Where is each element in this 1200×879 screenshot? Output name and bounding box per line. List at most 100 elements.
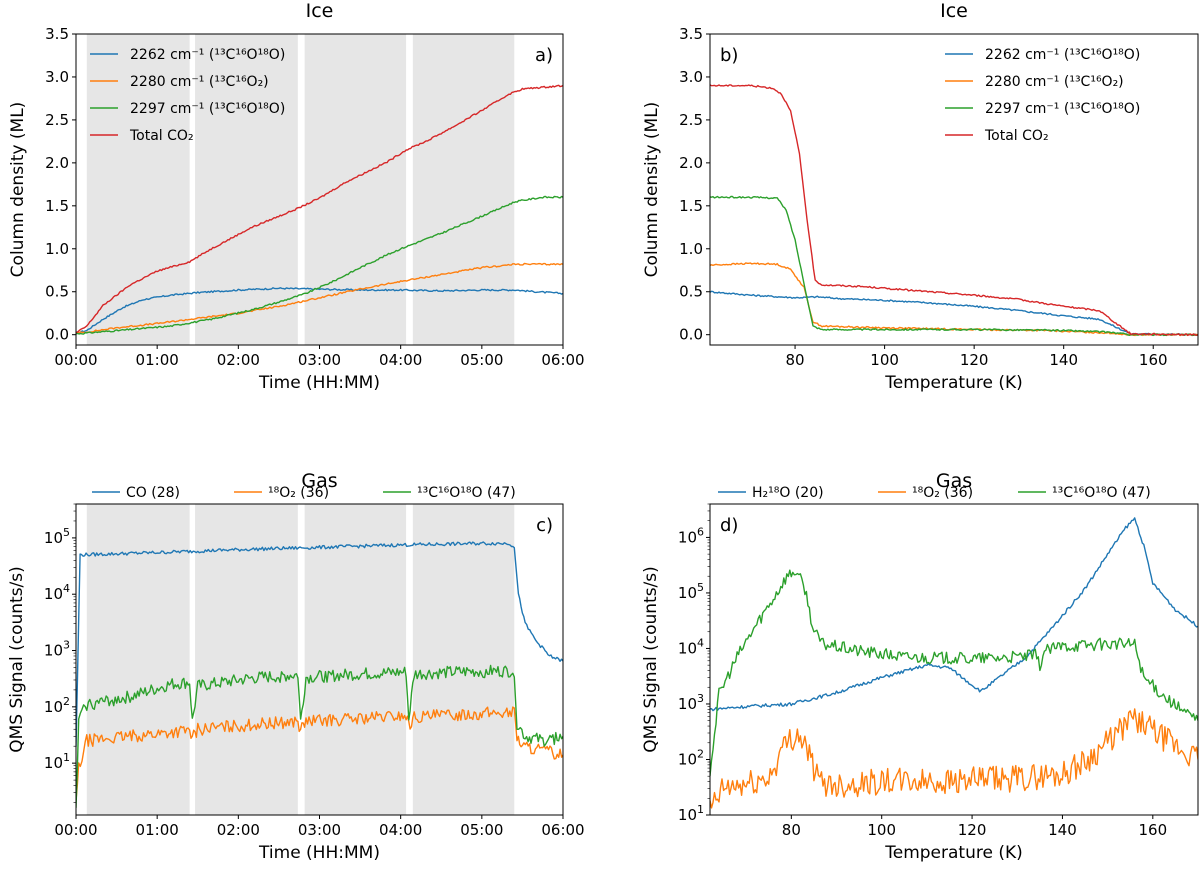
- y-tick-label: 104: [678, 636, 704, 657]
- series-line-d-1: [710, 708, 1198, 809]
- y-tick-label: 104: [44, 582, 70, 603]
- legend-label: 2297 cm⁻¹ (¹³C¹⁶O¹⁸O): [130, 101, 285, 117]
- x-tick-label: 120: [960, 351, 989, 369]
- legend-label: 2280 cm⁻¹ (¹³C¹⁶O₂): [130, 74, 269, 90]
- y-tick-label: 105: [678, 581, 704, 602]
- plot-area: [710, 517, 1198, 809]
- series-line-c-1: [76, 706, 563, 801]
- panel-c: 00:00 01:00 02:00 03:00 04:00 05:00 06:00 101 10…: [7, 470, 585, 863]
- y-tick-label: 0.0: [45, 326, 69, 344]
- legend-label: 2297 cm⁻¹ (¹³C¹⁶O¹⁸O): [985, 101, 1140, 117]
- x-tick-label: 80: [786, 351, 805, 369]
- panel-label: b): [720, 45, 738, 66]
- y-tick-label: 105: [44, 526, 70, 547]
- y-axis-label: QMS Signal (counts/s): [641, 566, 661, 753]
- y-tick-label: 101: [678, 803, 704, 824]
- legend: H₂¹⁸O (20) ¹⁸O₂ (36) ¹³C¹⁶O¹⁸O (47): [718, 485, 1151, 501]
- panel-label: a): [535, 45, 553, 66]
- x-tick-label: 06:00: [541, 821, 584, 839]
- y-tick-label: 103: [678, 692, 704, 713]
- legend-label: Total CO₂: [984, 128, 1049, 144]
- legend-label: ¹³C¹⁶O¹⁸O (47): [417, 485, 516, 501]
- x-tick-label: 04:00: [379, 821, 422, 839]
- x-tick-label: 80: [782, 821, 801, 839]
- panel-label: d): [720, 515, 738, 536]
- legend: 2262 cm⁻¹ (¹³C¹⁶O¹⁸O) 2280 cm⁻¹ (¹³C¹⁶O₂)…: [90, 47, 285, 144]
- legend-label: 2262 cm⁻¹ (¹³C¹⁶O¹⁸O): [985, 47, 1140, 63]
- shaded-interval: [195, 504, 298, 815]
- shaded-interval: [195, 34, 298, 345]
- legend-label: ¹⁸O₂ (36): [912, 485, 973, 501]
- y-tick-label: 102: [44, 695, 70, 716]
- x-tick-label: 04:00: [379, 351, 422, 369]
- shaded-interval: [304, 34, 407, 345]
- shaded-interval: [412, 34, 515, 345]
- legend-label: CO (28): [126, 485, 180, 501]
- x-axis-label: Temperature (K): [884, 843, 1023, 863]
- y-tick-label: 103: [44, 639, 70, 660]
- x-tick-label: 140: [1049, 351, 1078, 369]
- series-line-b-1: [710, 262, 1198, 337]
- y-tick-label: 3.0: [679, 68, 703, 86]
- legend-label: 2280 cm⁻¹ (¹³C¹⁶O₂): [985, 74, 1124, 90]
- y-tick-label: 106: [678, 525, 704, 546]
- legend-label: Total CO₂: [129, 128, 194, 144]
- axes-frame: [709, 503, 1199, 816]
- y-tick-label: 3.5: [679, 25, 703, 43]
- legend: CO (28) ¹⁸O₂ (36) ¹³C¹⁶O¹⁸O (47): [92, 485, 516, 501]
- shaded-interval: [86, 34, 190, 345]
- shaded-interval: [86, 504, 190, 815]
- y-tick-label: 101: [44, 751, 70, 772]
- series-line-a-1: [76, 262, 563, 335]
- plot-area: [710, 84, 1198, 337]
- shaded-interval: [304, 504, 407, 815]
- series-line-a-0: [76, 287, 563, 334]
- series-line-b-0: [710, 290, 1198, 336]
- x-tick-label: 160: [1139, 351, 1168, 369]
- y-tick-label: 0.5: [45, 283, 69, 301]
- panel-d: 80 100 120 140 160 101 102 103 104 105 106 Gas Tempe…: [641, 470, 1199, 863]
- y-tick-label: 1.5: [45, 197, 69, 215]
- plot-area: [76, 84, 563, 335]
- panel-b: 80 100 120 140 160 0.0 0.5 1.0 1.5 2.0 2.5 3.0 3.5 Ic…: [642, 0, 1199, 393]
- legend: 2262 cm⁻¹ (¹³C¹⁶O¹⁸O) 2280 cm⁻¹ (¹³C¹⁶O₂)…: [945, 47, 1140, 144]
- series-line-d-2: [710, 569, 1198, 777]
- x-tick-label: 01:00: [136, 351, 179, 369]
- y-tick-label: 2.5: [679, 111, 703, 129]
- series-line-b-2: [710, 195, 1198, 337]
- series-line-b-3: [710, 84, 1198, 336]
- chart-title: Ice: [940, 0, 968, 22]
- x-tick-label: 03:00: [298, 821, 341, 839]
- x-tick-label: 01:00: [136, 821, 179, 839]
- x-axis-label: Time (HH:MM): [258, 373, 380, 393]
- y-tick-label: 2.5: [45, 111, 69, 129]
- x-tick-label: 02:00: [217, 351, 260, 369]
- y-tick-label: 1.0: [45, 240, 69, 258]
- y-tick-label: 1.0: [679, 240, 703, 258]
- series-line-c-0: [76, 541, 563, 747]
- x-tick-label: 100: [867, 821, 896, 839]
- y-tick-label: 0.5: [679, 283, 703, 301]
- x-tick-label: 03:00: [298, 351, 341, 369]
- plot-area: [76, 541, 563, 808]
- x-tick-label: 00:00: [54, 821, 97, 839]
- chart-title: Ice: [306, 0, 334, 22]
- x-axis-label: Temperature (K): [884, 373, 1023, 393]
- x-tick-label: 160: [1138, 821, 1167, 839]
- x-tick-label: 100: [870, 351, 899, 369]
- x-tick-label: 05:00: [460, 351, 503, 369]
- shaded-interval: [412, 504, 515, 815]
- x-tick-label: 140: [1048, 821, 1077, 839]
- series-line-a-3: [76, 84, 563, 334]
- legend-label: ¹⁸O₂ (36): [268, 485, 329, 501]
- axes-frame: [709, 33, 1199, 346]
- y-axis-label: Column density (ML): [642, 102, 662, 278]
- y-tick-label: 102: [678, 747, 704, 768]
- series-line-d-0: [710, 517, 1198, 712]
- panel-a: 00:00 01:00 02:00 03:00 04:00 05:00 06:00 0.0 0.…: [8, 0, 585, 393]
- x-tick-label: 02:00: [217, 821, 260, 839]
- chart-title: Gas: [936, 470, 972, 492]
- legend-label: ¹³C¹⁶O¹⁸O (47): [1052, 485, 1151, 501]
- x-tick-label: 120: [958, 821, 987, 839]
- panel-label: c): [536, 515, 553, 536]
